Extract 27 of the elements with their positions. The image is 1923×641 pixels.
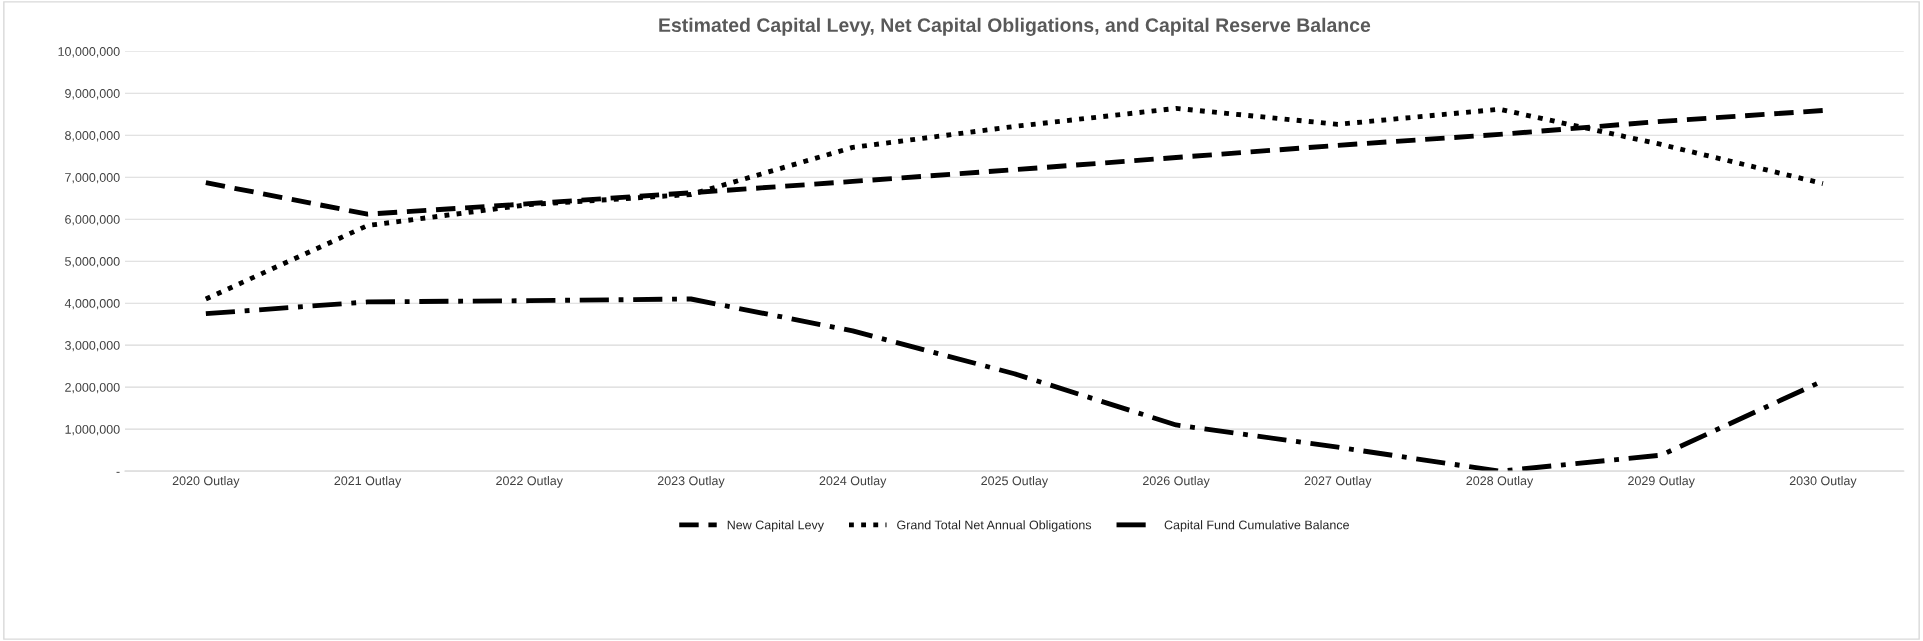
x-tick-label: 2024 Outlay [819,476,887,488]
x-tick-label: 2021 Outlay [334,476,402,488]
y-tick-label: 6,000,000 [65,215,120,226]
y-tick-label: 4,000,000 [64,298,120,310]
y-tick-label: 7,000,000 [65,173,120,184]
x-tick-label: 2028 Outlay [1466,476,1534,488]
legend-label: Capital Fund Cumulative Balance [1164,520,1349,532]
y-tick-label: 1,000,000 [65,424,120,436]
line-series [203,105,1826,302]
y-tick-label: 9,000,000 [65,89,120,100]
y-tick-label: 8,000,000 [65,131,120,142]
chart-title: Estimated Capital Levy, Net Capital Obligations, and Capital Reserve Balance [659,17,1371,36]
y-tick-label: 2,000,000 [65,382,120,394]
legend-label: Grand Total Net Annual Obligations [897,520,1092,532]
legend-label: New Capital Levy [727,520,824,532]
x-tick-label: 2026 Outlay [1143,476,1210,488]
y-tick-label: - [116,471,120,473]
y-tick-label: 3,000,000 [65,340,120,352]
x-tick-label: 2029 Outlay [1628,476,1695,488]
x-tick-label: 2027 Outlay [1304,476,1372,488]
y-tick-label: 10,000,000 [58,47,120,58]
x-tick-label: 2020 Outlay [172,476,240,488]
x-tick-label: 2022 Outlay [496,476,563,488]
x-tick-label: 2030 Outlay [1789,476,1857,488]
x-tick-label: 2023 Outlay [657,476,725,488]
x-tick-label: 2025 Outlay [981,476,1049,488]
y-tick-label: 5,000,000 [65,257,120,268]
